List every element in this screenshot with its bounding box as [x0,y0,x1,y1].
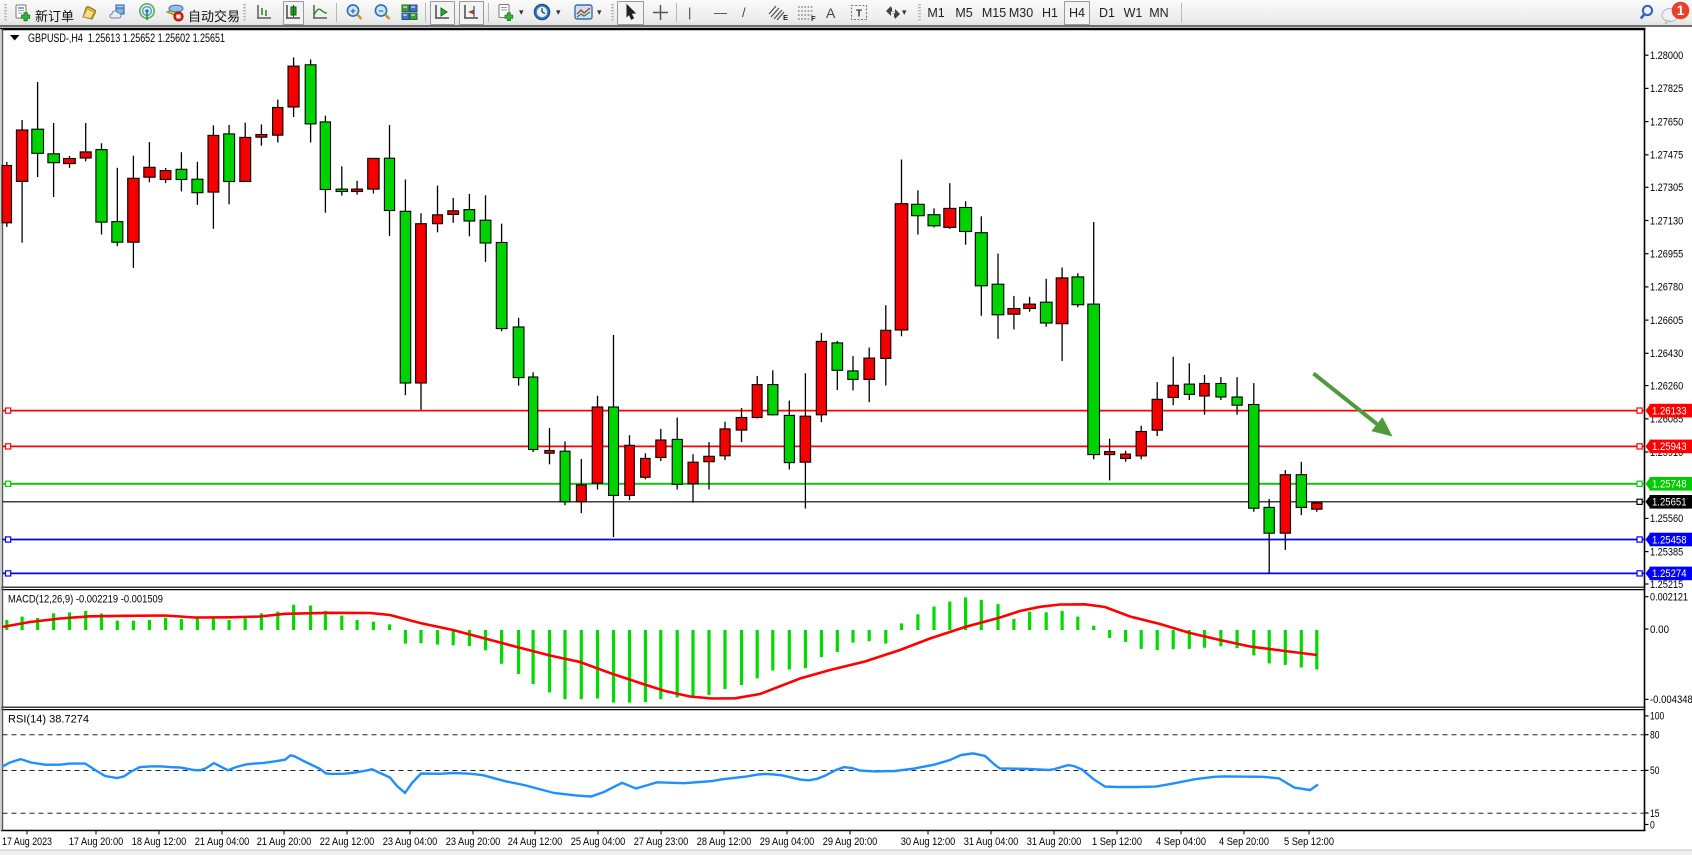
svg-text:15: 15 [1650,808,1660,820]
svg-text:1.27130: 1.27130 [1650,215,1683,227]
svg-text:F: F [811,14,816,21]
svg-text:+: + [350,6,355,16]
svg-text:25 Aug 04:00: 25 Aug 04:00 [571,836,626,848]
svg-text:50: 50 [1650,765,1660,777]
svg-text:0.00: 0.00 [1650,624,1669,636]
svg-text:1.27825: 1.27825 [1650,83,1683,95]
svg-text:23 Aug 04:00: 23 Aug 04:00 [383,836,438,848]
svg-text:1.25385: 1.25385 [1650,546,1683,558]
svg-text:1.26605: 1.26605 [1650,315,1683,327]
svg-text:1.25560: 1.25560 [1650,513,1683,525]
svg-text:1.25215: 1.25215 [1650,579,1683,591]
svg-text:T: T [856,9,862,20]
svg-text:1.25274: 1.25274 [1652,568,1687,580]
svg-text:31 Aug 20:00: 31 Aug 20:00 [1027,836,1082,848]
svg-text:1.27475: 1.27475 [1650,150,1683,162]
svg-text:4 Sep 04:00: 4 Sep 04:00 [1156,836,1206,848]
svg-text:21 Aug 20:00: 21 Aug 20:00 [257,836,312,848]
svg-text:27 Aug 23:00: 27 Aug 23:00 [634,836,689,848]
svg-text:1.25748: 1.25748 [1652,479,1687,491]
svg-text:1: 1 [1677,3,1685,18]
svg-text:1.27650: 1.27650 [1650,116,1683,128]
svg-text:30 Aug 12:00: 30 Aug 12:00 [901,836,956,848]
svg-text:29 Aug 04:00: 29 Aug 04:00 [760,836,815,848]
svg-text:29 Aug 20:00: 29 Aug 20:00 [823,836,878,848]
svg-text:23 Aug 20:00: 23 Aug 20:00 [446,836,501,848]
svg-text:100: 100 [1650,711,1664,723]
svg-text:E: E [783,13,788,21]
svg-text:RSI(14) 38.7274: RSI(14) 38.7274 [8,714,89,726]
svg-text:28 Aug 12:00: 28 Aug 12:00 [697,836,752,848]
svg-text:1 Sep 12:00: 1 Sep 12:00 [1092,836,1142,848]
svg-text:18 Aug 12:00: 18 Aug 12:00 [132,836,187,848]
svg-text:17 Aug 2023: 17 Aug 2023 [2,836,52,848]
svg-text:24 Aug 12:00: 24 Aug 12:00 [508,836,563,848]
svg-text:22 Aug 12:00: 22 Aug 12:00 [320,836,375,848]
svg-text:0.002121: 0.002121 [1650,592,1688,604]
svg-text:0: 0 [1650,819,1655,831]
svg-text:21 Aug 04:00: 21 Aug 04:00 [195,836,250,848]
svg-text:5 Sep 12:00: 5 Sep 12:00 [1284,836,1334,848]
svg-text:GBPUSD-,H4 1.25613 1.25652 1.: GBPUSD-,H4 1.25613 1.25652 1.25602 1.256… [28,32,225,45]
svg-text:1.26955: 1.26955 [1650,249,1683,261]
svg-text:4 Sep 20:00: 4 Sep 20:00 [1219,836,1269,848]
svg-text:1.26780: 1.26780 [1650,282,1683,294]
svg-text:1.25651: 1.25651 [1652,497,1687,509]
svg-text:1.25458: 1.25458 [1652,534,1687,546]
svg-text:1.27305: 1.27305 [1650,182,1683,194]
svg-text:1.26260: 1.26260 [1650,380,1683,392]
svg-text:−: − [378,6,383,16]
svg-text:1.26133: 1.26133 [1652,405,1687,417]
svg-text:-0.004348: -0.004348 [1650,694,1692,706]
svg-text:1.28000: 1.28000 [1650,50,1683,62]
svg-text:1.26430: 1.26430 [1650,348,1683,360]
svg-text:17 Aug 20:00: 17 Aug 20:00 [69,836,124,848]
svg-text:80: 80 [1650,730,1660,742]
svg-text:MACD(12,26,9) -0.002219 -0.001: MACD(12,26,9) -0.002219 -0.001509 [8,594,163,606]
svg-text:1.25943: 1.25943 [1652,441,1687,453]
svg-text:31 Aug 04:00: 31 Aug 04:00 [964,836,1019,848]
